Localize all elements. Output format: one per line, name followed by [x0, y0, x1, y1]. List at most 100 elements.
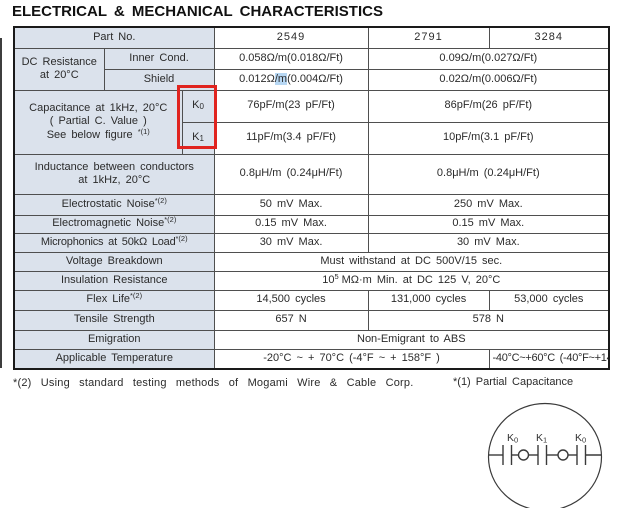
flex-life-label: Flex Life*(2) — [13, 289, 215, 311]
inductance-label: Inductance between conductors at 1kHz, 2… — [13, 153, 215, 195]
voltage-breakdown-value: Must withstand at DC 500V/15 sec. — [213, 251, 610, 272]
row-electrostatic-noise: Electrostatic Noise*(2) 50 mV Max. 250 m… — [13, 193, 610, 216]
k0-value-2791-3284: 86pF/m(26 pF/Ft) — [367, 89, 610, 123]
col-header-2549: 2549 — [213, 26, 369, 49]
row-part-no: Part No. 2549 2791 3284 — [13, 26, 610, 49]
dc-resistance-group-label: DC Resistance at 20°C — [13, 47, 105, 91]
insulation-resistance-value: 105 MΩ·m Min. at DC 125 V, 20°C — [213, 270, 610, 291]
row-capacitance-k0: Capacitance at 1kHz, 20°C ( Partial C. V… — [13, 89, 610, 155]
characteristics-table: Part No. 2549 2791 3284 DC Resistance at… — [13, 26, 611, 370]
col-header-3284: 3284 — [488, 26, 610, 49]
k1-subscript: 1 — [199, 134, 204, 144]
microphonics-text: Microphonics at 50kΩ Load — [40, 235, 176, 248]
electrostatic-noise-label: Electrostatic Noise*(2) — [13, 193, 215, 216]
inner-cond-value-2549: 0.058Ω/m(0.018Ω/Ft) — [213, 47, 369, 70]
footnote-partial-capacitance: *(1) Partial Capacitance — [453, 376, 574, 388]
shield-value-2791-3284: 0.02Ω/m(0.006Ω/Ft) — [367, 68, 610, 91]
flex-life-footnote-ref: *(2) — [130, 291, 143, 301]
insulation-resistance-label: Insulation Resistance — [13, 270, 215, 291]
row-applicable-temperature: Applicable Temperature -20°C ~ + 70°C (-… — [13, 348, 610, 370]
electrostatic-noise-value-2791-3284: 250 mV Max. — [367, 193, 610, 216]
row-electromagnetic-noise: Electromagnetic Noise*(2) 0.15 mV Max. 0… — [13, 214, 610, 234]
capacitor-schematic — [488, 445, 602, 465]
capacitance-label-line1: Capacitance at 1kHz, 20°C — [29, 102, 168, 115]
capacitance-label-line3: See below figure — [46, 128, 133, 141]
flex-life-value-2791: 131,000 cycles — [367, 289, 490, 311]
inductance-value-2791-3284: 0.8μH/m (0.24μH/Ft) — [367, 153, 610, 195]
voltage-breakdown-label: Voltage Breakdown — [13, 251, 215, 272]
capacitance-group-label: Capacitance at 1kHz, 20°C ( Partial C. V… — [13, 89, 183, 155]
electromagnetic-noise-label: Electromagnetic Noise*(2) — [13, 214, 215, 234]
capacitor-k0-right-icon — [576, 445, 587, 465]
diagram-label-k1: K1 — [536, 432, 547, 445]
k0-value-2549: 76pF/m(23 pF/Ft) — [213, 89, 369, 123]
row-inductance: Inductance between conductors at 1kHz, 2… — [13, 153, 610, 195]
conductor-node-icon — [517, 449, 530, 461]
row-insulation-resistance: Insulation Resistance 105 MΩ·m Min. at DC… — [13, 270, 610, 291]
scan-edge-artifact — [0, 38, 2, 368]
emigration-value: Non-Emigrant to ABS — [213, 329, 610, 350]
diagram-label-k0-right: K0 — [575, 432, 586, 445]
diagram-label-k0-left: K0 — [507, 432, 518, 445]
electrostatic-noise-footnote-ref: *(2) — [154, 195, 167, 205]
emigration-label: Emigration — [13, 329, 215, 350]
footnote-testing-methods: *(2) Using standard testing methods of M… — [13, 377, 414, 389]
capacitance-footnote-ref: *(1) — [137, 126, 150, 136]
k0-letter: K — [192, 99, 200, 112]
diagram-circle — [487, 402, 603, 508]
electromagnetic-noise-value-2791-3284: 0.15 mV Max. — [367, 214, 610, 234]
insulation-rest: MΩ·m Min. at DC 125 V, 20°C — [341, 273, 501, 286]
electrostatic-noise-text: Electrostatic Noise — [61, 197, 155, 210]
tensile-strength-value-2549: 657 N — [213, 309, 369, 331]
microphonics-value-2791-3284: 30 mV Max. — [367, 232, 610, 253]
inductance-label-line1: Inductance between conductors — [34, 160, 194, 173]
inner-cond-value-2791-3284: 0.09Ω/m(0.027Ω/Ft) — [367, 47, 610, 70]
applicable-temperature-value-2549-2791: -20°C ~ + 70°C (-4°F ~ + 158°F ) — [213, 348, 490, 370]
flex-life-value-2549: 14,500 cycles — [213, 289, 369, 311]
diagram-labels: K0 K1 K0 — [507, 432, 586, 445]
electrostatic-noise-value-2549: 50 mV Max. — [213, 193, 369, 216]
shield-value-selection-highlight: /m — [274, 72, 288, 85]
insulation-exponent: 5 — [334, 271, 339, 281]
row-voltage-breakdown: Voltage Breakdown Must withstand at DC 5… — [13, 251, 610, 272]
electromagnetic-noise-value-2549: 0.15 mV Max. — [213, 214, 369, 234]
dc-resistance-label-line1: DC Resistance — [21, 55, 97, 68]
shield-value-post: (0.004Ω/Ft) — [287, 72, 343, 85]
inductance-value-2549: 0.8μH/m (0.24μH/Ft) — [213, 153, 369, 195]
microphonics-label: Microphonics at 50kΩ Load*(2) — [13, 232, 215, 253]
k1-letter: K — [192, 131, 200, 144]
capacitance-label-line2: ( Partial C. Value ) — [49, 115, 147, 128]
insulation-base: 10 — [322, 273, 335, 286]
k1-cell: K1 — [181, 121, 215, 155]
k1-value-2791-3284: 10pF/m(3.1 pF/Ft) — [367, 121, 610, 155]
capacitor-k0-left-icon — [502, 445, 513, 465]
row-dc-resistance-inner: DC Resistance at 20°C Inner Cond. 0.058Ω… — [13, 47, 610, 91]
row-emigration: Emigration Non-Emigrant to ABS — [13, 329, 610, 350]
flex-life-text: Flex Life — [86, 293, 130, 306]
shield-value-pre: 0.012Ω — [239, 72, 275, 85]
microphonics-value-2549: 30 mV Max. — [213, 232, 369, 253]
k0-subscript: 0 — [199, 102, 204, 112]
microphonics-footnote-ref: *(2) — [175, 233, 188, 243]
inductance-label-line2: at 1kHz, 20°C — [78, 174, 151, 186]
inner-cond-label: Inner Cond. — [103, 47, 215, 70]
part-no-header: Part No. — [13, 26, 215, 49]
dc-resistance-label-line2: at 20°C — [39, 69, 79, 81]
electromagnetic-noise-text: Electromagnetic Noise — [52, 217, 165, 230]
shield-label: Shield — [103, 68, 215, 91]
applicable-temperature-value-3284: -40°C~+60°C (-40°F~+140°F ) — [488, 348, 610, 370]
row-flex-life: Flex Life*(2) 14,500 cycles 131,000 cycl… — [13, 289, 610, 311]
row-tensile-strength: Tensile Strength 657 N 578 N — [13, 309, 610, 331]
k0-cell: K0 — [181, 89, 215, 123]
shield-value-2549: 0.012Ω/m(0.004Ω/Ft) — [213, 68, 369, 91]
page-title: ELECTRICAL & MECHANICAL CHARACTERISTICS — [12, 3, 383, 20]
k1-value-2549: 11pF/m(3.4 pF/Ft) — [213, 121, 369, 155]
capacitor-k1-icon — [537, 445, 548, 465]
col-header-2791: 2791 — [367, 26, 490, 49]
row-microphonics: Microphonics at 50kΩ Load*(2) 30 mV Max.… — [13, 232, 610, 253]
flex-life-value-3284: 53,000 cycles — [488, 289, 610, 311]
row-dc-resistance-shield: Shield 0.012Ω/m(0.004Ω/Ft) 0.02Ω/m(0.006… — [14, 68, 610, 91]
partial-capacitance-diagram: K0 K1 K0 — [487, 402, 603, 508]
applicable-temperature-label: Applicable Temperature — [13, 348, 215, 370]
conductor-node-icon — [557, 449, 569, 461]
